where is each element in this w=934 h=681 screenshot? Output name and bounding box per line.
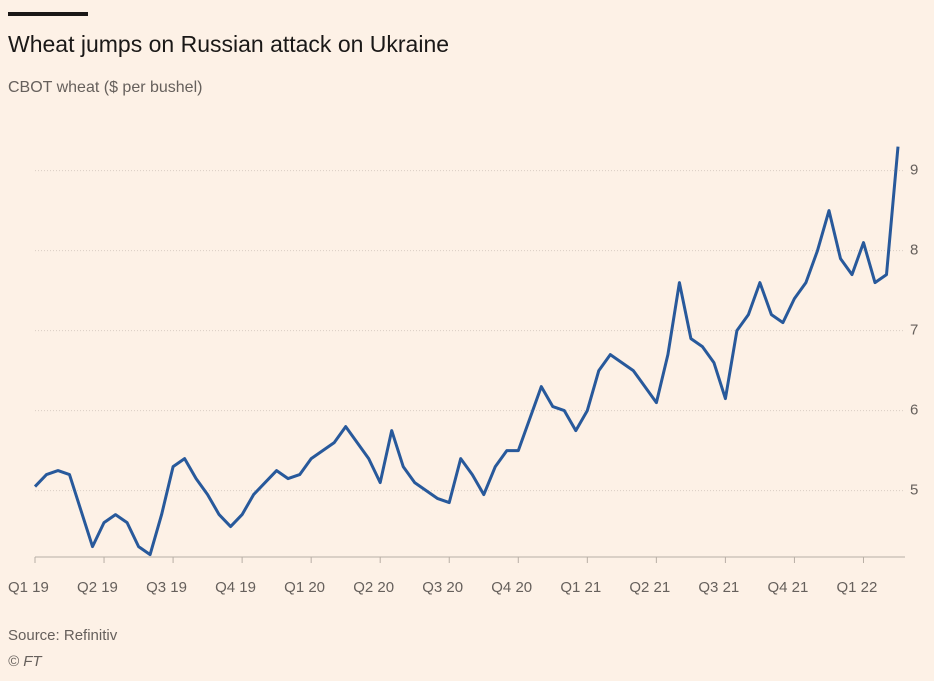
credit: © FT — [8, 653, 43, 670]
chart-subtitle: CBOT wheat ($ per bushel) — [8, 79, 202, 96]
ft-bar — [8, 12, 88, 16]
x-tick-label: Q4 19 — [215, 579, 256, 596]
x-tick-label: Q2 19 — [77, 579, 118, 596]
y-tick-label: 9 — [910, 162, 918, 179]
y-tick-label: 8 — [910, 242, 918, 259]
chart-title: Wheat jumps on Russian attack on Ukraine — [8, 31, 449, 57]
y-tick-label: 6 — [910, 402, 918, 419]
source: Source: Refinitiv — [8, 627, 118, 644]
x-tick-label: Q1 22 — [836, 579, 877, 596]
x-tick-label: Q1 21 — [560, 579, 601, 596]
x-tick-label: Q4 20 — [491, 579, 532, 596]
y-tick-label: 7 — [910, 322, 918, 339]
x-tick-label: Q1 19 — [8, 579, 49, 596]
y-tick-label: 5 — [910, 482, 918, 499]
x-tick-label: Q3 19 — [146, 579, 187, 596]
x-tick-label: Q4 21 — [767, 579, 808, 596]
x-tick-label: Q2 20 — [353, 579, 394, 596]
x-tick-label: Q3 21 — [698, 579, 739, 596]
x-tick-label: Q1 20 — [284, 579, 325, 596]
x-tick-label: Q3 20 — [422, 579, 463, 596]
price-line — [33, 146, 900, 557]
x-tick-label: Q2 21 — [629, 579, 670, 596]
